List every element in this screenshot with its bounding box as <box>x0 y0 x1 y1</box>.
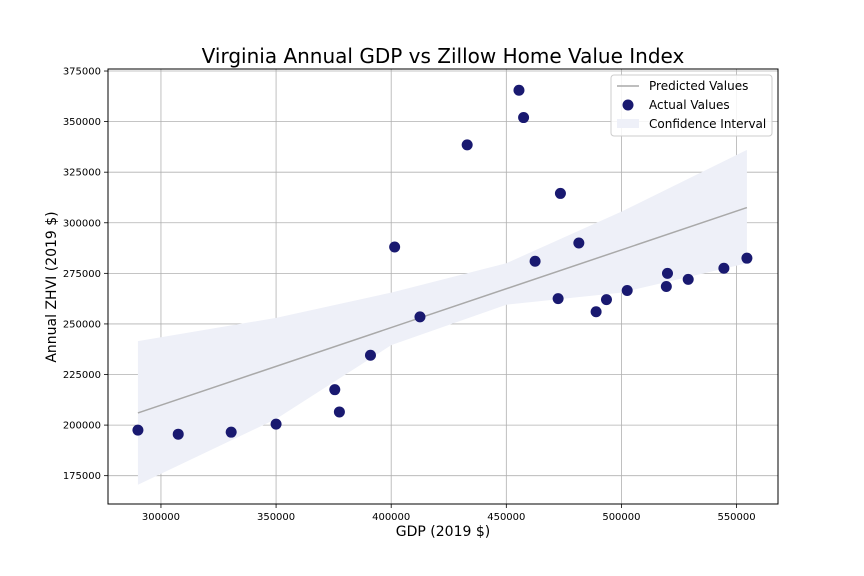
x-axis-label: GDP (2019 $) <box>396 524 490 540</box>
actual-value-point <box>718 262 730 274</box>
actual-value-point <box>621 285 633 297</box>
actual-value-point <box>172 428 184 440</box>
predicted-line-layer <box>137 206 748 414</box>
actual-value-point <box>590 306 602 318</box>
x-tick-label: 350000 <box>257 512 295 523</box>
x-tick-label: 400000 <box>372 512 410 523</box>
x-axis-ticks: 300000 350000 400000 450000 500000 550000 <box>142 504 756 523</box>
predicted-values-line <box>137 206 748 414</box>
actual-value-point <box>329 384 341 396</box>
y-tick-label: 175000 <box>63 471 101 482</box>
x-tick-label: 450000 <box>487 512 525 523</box>
actual-value-point <box>225 426 237 438</box>
actual-value-point <box>600 294 612 306</box>
y-tick-label: 325000 <box>63 168 101 179</box>
y-tick-label: 225000 <box>63 370 101 381</box>
actual-value-point <box>364 349 376 361</box>
y-tick-label: 350000 <box>63 117 101 128</box>
actual-value-point <box>529 255 541 267</box>
actual-value-point <box>513 84 525 96</box>
legend-actual-label: Actual Values <box>649 98 730 112</box>
legend-box <box>610 74 773 137</box>
y-tick-label: 250000 <box>63 319 101 330</box>
y-tick-label: 300000 <box>63 218 101 229</box>
legend: Predicted Values Actual Values Confidenc… <box>610 74 773 137</box>
y-axis-label: Annual ZHVI (2019 $) <box>44 211 60 362</box>
legend-confidence-label: Confidence Interval <box>649 117 766 131</box>
points-layer <box>132 84 753 440</box>
y-tick-label: 200000 <box>63 421 101 432</box>
actual-value-point <box>414 311 426 323</box>
legend-actual-swatch <box>622 99 634 111</box>
actual-value-point <box>741 252 753 264</box>
y-axis-ticks: 175000 200000 225000 250000 275000 300000 3250… <box>63 67 108 482</box>
actual-value-point <box>682 273 694 285</box>
actual-value-point <box>573 237 585 249</box>
actual-value-point <box>518 112 530 124</box>
actual-value-point <box>333 406 345 418</box>
confidence-band-layer <box>137 149 747 485</box>
legend-confidence-swatch <box>617 119 639 128</box>
plot-frame <box>107 68 779 505</box>
actual-value-point <box>552 293 564 305</box>
y-tick-label: 375000 <box>63 67 101 78</box>
actual-value-point <box>661 267 673 279</box>
x-tick-label: 500000 <box>602 512 640 523</box>
confidence-interval-band <box>137 149 747 485</box>
y-tick-label: 275000 <box>63 269 101 280</box>
actual-value-point <box>554 187 566 199</box>
chart-title: Virginia Annual GDP vs Zillow Home Value… <box>202 44 685 68</box>
legend-predicted-label: Predicted Values <box>649 79 748 93</box>
actual-value-point <box>389 241 401 253</box>
actual-value-point <box>461 139 473 151</box>
x-tick-label: 300000 <box>142 512 180 523</box>
actual-value-point <box>660 281 672 292</box>
actual-value-point <box>132 424 144 436</box>
x-tick-label: 550000 <box>717 512 755 523</box>
actual-value-point <box>270 418 282 430</box>
